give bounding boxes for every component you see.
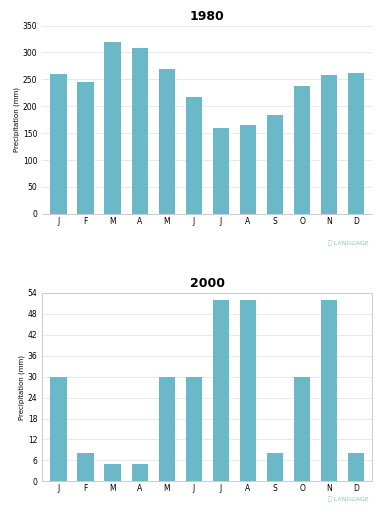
Bar xyxy=(267,115,283,214)
Bar xyxy=(321,75,337,214)
Bar xyxy=(159,377,175,481)
Bar xyxy=(348,454,364,481)
Bar xyxy=(186,97,202,214)
Title: 1980: 1980 xyxy=(190,10,225,23)
Title: 2000: 2000 xyxy=(190,278,225,290)
Bar xyxy=(132,464,148,481)
Bar xyxy=(213,128,229,214)
Bar xyxy=(240,300,256,481)
Bar xyxy=(78,82,94,214)
Bar xyxy=(213,300,229,481)
Bar xyxy=(348,73,364,214)
Bar xyxy=(132,48,148,214)
Bar xyxy=(294,377,310,481)
Bar xyxy=(104,464,121,481)
Bar xyxy=(78,454,94,481)
Bar xyxy=(294,86,310,214)
Y-axis label: Precipitation (mm): Precipitation (mm) xyxy=(18,355,25,420)
Text: Ⓡ LANGUAGE: Ⓡ LANGUAGE xyxy=(328,497,369,502)
Bar xyxy=(159,69,175,214)
Y-axis label: Precipitation (mm): Precipitation (mm) xyxy=(13,87,20,152)
Bar xyxy=(50,377,66,481)
Bar xyxy=(240,125,256,214)
Bar xyxy=(50,74,66,214)
Bar xyxy=(104,42,121,214)
Bar xyxy=(321,300,337,481)
Bar xyxy=(186,377,202,481)
Text: Ⓡ LANGUAGE: Ⓡ LANGUAGE xyxy=(328,241,369,246)
Bar xyxy=(267,454,283,481)
